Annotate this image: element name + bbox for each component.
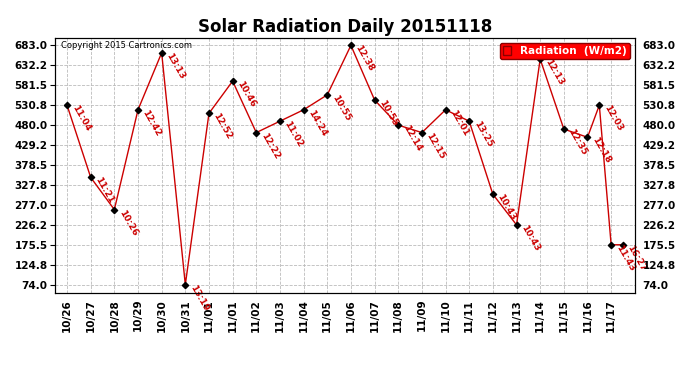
Text: 12:03: 12:03 [602,104,624,133]
Text: 12:42: 12:42 [141,108,163,138]
Point [464,118,475,124]
Point [535,56,546,62]
Text: Copyright 2015 Cartronics.com: Copyright 2015 Cartronics.com [61,41,192,50]
Point [594,102,605,108]
Point [250,130,262,136]
Text: 12:22: 12:22 [259,131,281,160]
Point [180,282,191,288]
Point [606,242,617,248]
Point [61,102,72,108]
Text: 12:01: 12:01 [448,108,471,138]
Text: 10:43: 10:43 [520,224,542,253]
Point [416,130,427,136]
Point [618,242,629,248]
Point [85,174,96,180]
Text: 12:38: 12:38 [354,44,376,73]
Point [322,92,333,98]
Point [369,97,380,103]
Point [275,118,286,124]
Text: 11:04: 11:04 [70,104,92,133]
Point [204,110,215,116]
Point [346,42,357,48]
Text: 12:15: 12:15 [424,131,446,160]
Point [582,134,593,140]
Text: 11:21: 11:21 [93,176,115,205]
Point [132,107,144,113]
Text: 11:02: 11:02 [283,120,305,149]
Point [227,78,238,84]
Text: 10:55: 10:55 [377,99,400,128]
Text: 11:43: 11:43 [614,243,636,273]
Point [511,222,522,228]
Text: 12:18: 12:18 [590,136,612,165]
Point [156,50,167,56]
Text: 12:35: 12:35 [566,128,589,157]
Text: 13:13: 13:13 [164,51,186,81]
Text: 13:19: 13:19 [188,283,210,313]
Text: 10:26: 10:26 [117,208,139,237]
Text: 10:55: 10:55 [330,93,352,123]
Text: 10:43: 10:43 [495,193,518,222]
Text: 13:25: 13:25 [472,120,494,149]
Text: 12:13: 12:13 [543,58,565,87]
Title: Solar Radiation Daily 20151118: Solar Radiation Daily 20151118 [198,18,492,36]
Point [109,207,120,213]
Text: 10:46: 10:46 [235,80,257,109]
Text: 14:24: 14:24 [306,108,328,138]
Point [393,122,404,128]
Point [440,107,451,113]
Text: 12:52: 12:52 [212,112,234,141]
Legend: Radiation  (W/m2): Radiation (W/m2) [500,43,629,59]
Text: 16:27: 16:27 [626,243,648,273]
Point [298,107,309,113]
Point [558,126,569,132]
Text: 12:14: 12:14 [401,124,423,153]
Point [487,191,498,197]
